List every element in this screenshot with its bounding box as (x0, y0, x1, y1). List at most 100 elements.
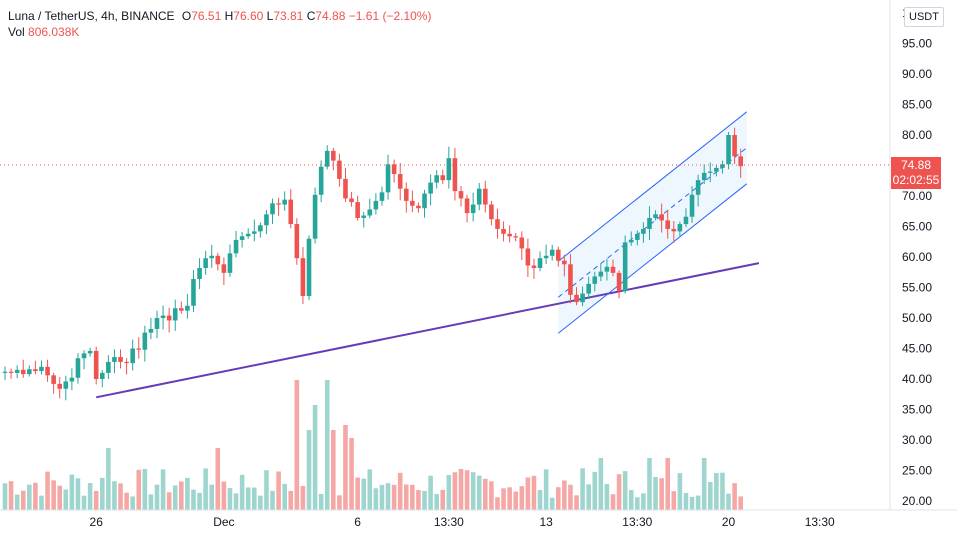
volume-bar (69, 474, 75, 510)
channel-lower-line[interactable] (557, 183, 748, 334)
candle (537, 251, 543, 272)
candle (422, 189, 427, 218)
volume-bar (440, 489, 446, 510)
volume-bar (57, 485, 63, 510)
volume-bar (148, 494, 154, 510)
time-axis: 26 Dec 6 13:30 13 13:30 20 13:30 (90, 515, 836, 529)
volume-bar (160, 469, 166, 510)
volume-bar (628, 490, 634, 510)
volume-bar (33, 482, 38, 510)
volume-bar (732, 483, 737, 510)
candle (93, 346, 99, 385)
volume-bar (300, 485, 306, 510)
low-label: L (266, 9, 274, 23)
candle (361, 211, 367, 228)
candle (270, 198, 275, 224)
candle (483, 180, 488, 213)
volume-bar (586, 484, 591, 510)
candle (689, 186, 695, 223)
candle (203, 250, 208, 275)
volume-bar (87, 483, 93, 510)
volume-bar (2, 483, 8, 510)
candle (81, 350, 87, 370)
candle (331, 147, 336, 171)
candle (622, 235, 628, 294)
candle (69, 368, 75, 391)
candle (63, 375, 69, 401)
volume-bar (282, 483, 287, 510)
volume-bar (251, 487, 257, 510)
volume-bar (671, 491, 677, 510)
volume-bar (416, 490, 421, 510)
candle (264, 210, 269, 235)
candle (391, 159, 397, 183)
volume-bar (391, 484, 397, 510)
volume-bar (227, 488, 233, 510)
volume-bar (118, 483, 123, 510)
volume-bar (130, 496, 135, 510)
candle (501, 221, 506, 242)
volume-bar (434, 494, 439, 510)
volume-bar (294, 380, 300, 510)
candle (714, 165, 719, 177)
candle (233, 230, 239, 258)
close-value: 74.88 (315, 9, 346, 23)
volume-bar (337, 495, 342, 510)
volume-bar (239, 474, 245, 510)
volume-bar (93, 490, 99, 510)
volume-bar (489, 481, 494, 510)
volume-bar (379, 484, 385, 510)
candle (27, 365, 32, 377)
candle (349, 192, 354, 207)
volume-bar (525, 477, 531, 510)
candle (555, 246, 561, 267)
volume-bar (373, 488, 379, 510)
volume-bar (458, 468, 464, 510)
candle (385, 154, 391, 200)
volume-bar (410, 484, 415, 510)
volume-bar (221, 481, 227, 510)
candle (2, 366, 8, 381)
volume-bar (738, 496, 743, 510)
candle (525, 238, 531, 278)
volume-bar (245, 487, 251, 510)
candle (403, 182, 409, 213)
volume-bar (641, 493, 646, 510)
candle (641, 222, 646, 243)
price-tick-label: 70.00 (902, 189, 932, 203)
candle (549, 244, 555, 261)
volume-bar (112, 481, 117, 510)
volume-bar (51, 480, 56, 510)
currency-button[interactable]: USDT (904, 7, 944, 27)
candle (665, 209, 671, 239)
volume-bar (403, 484, 409, 510)
channel-upper-line[interactable] (557, 111, 748, 262)
volume-bar (233, 493, 239, 510)
candle (39, 360, 44, 375)
candle (8, 368, 14, 379)
trendline[interactable] (96, 262, 760, 399)
candle (470, 192, 476, 222)
volume-bar (324, 380, 330, 510)
volume-bar (580, 468, 585, 510)
volume-bar (306, 430, 312, 510)
candle (45, 359, 50, 382)
volume-bar (45, 471, 50, 510)
candle (695, 174, 701, 207)
volume-bar (422, 490, 427, 510)
price-tick-label: 60.00 (902, 250, 932, 264)
volume-bar (288, 490, 294, 510)
symbol-title[interactable]: Luna / TetherUS, 4h, BINANCE (8, 9, 175, 23)
candle (324, 145, 330, 170)
candle (580, 286, 585, 307)
channel-median-line[interactable] (557, 147, 748, 298)
volume-bar (610, 494, 616, 510)
candle (258, 222, 263, 238)
volume-bar (270, 490, 275, 510)
candle (154, 310, 160, 339)
volume-bar (258, 495, 263, 510)
open-value: 76.51 (191, 9, 222, 23)
volume-bar (20, 490, 26, 510)
candle (124, 358, 129, 375)
